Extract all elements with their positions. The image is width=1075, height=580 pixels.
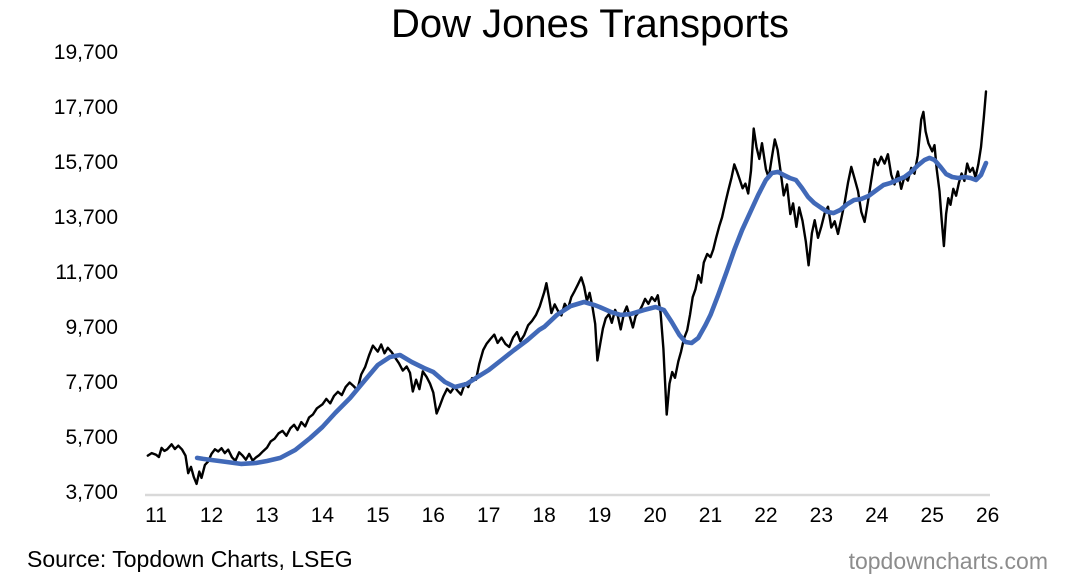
x-tick-label: 16 bbox=[421, 504, 445, 527]
watermark: topdowncharts.com bbox=[848, 548, 1048, 574]
x-tick-label: 17 bbox=[477, 504, 501, 527]
y-tick-label: 7,700 bbox=[65, 371, 118, 394]
x-tick-label: 25 bbox=[920, 504, 944, 527]
x-tick-label: 21 bbox=[698, 504, 723, 527]
x-tick-label: 12 bbox=[199, 504, 224, 527]
y-tick-label: 17,700 bbox=[53, 96, 118, 119]
y-tick-label: 11,700 bbox=[55, 261, 118, 284]
y-tick-label: 9,700 bbox=[65, 316, 118, 339]
chart-title: Dow Jones Transports bbox=[391, 2, 789, 46]
x-tick-label: 14 bbox=[310, 504, 335, 527]
moving-average-line bbox=[194, 155, 989, 467]
x-tick-label: 18 bbox=[532, 504, 556, 527]
x-tick-label: 11 bbox=[145, 504, 167, 527]
y-tick-label: 13,700 bbox=[53, 206, 118, 229]
y-tick-label: 15,700 bbox=[53, 151, 118, 174]
x-tick-label: 24 bbox=[865, 504, 889, 527]
y-tick-label: 5,700 bbox=[65, 426, 118, 449]
y-tick-label: 3,700 bbox=[65, 481, 118, 504]
x-tick-label: 26 bbox=[975, 504, 1000, 527]
x-tick-label: 22 bbox=[754, 504, 778, 527]
x-tick-label: 15 bbox=[366, 504, 390, 527]
x-tick-label: 20 bbox=[643, 504, 667, 527]
x-tick-label: 13 bbox=[255, 504, 279, 527]
y-tick-label: 19,700 bbox=[53, 41, 118, 64]
x-tick-label: 19 bbox=[587, 504, 612, 527]
x-tick-label: 23 bbox=[809, 504, 834, 527]
source-note: Source: Topdown Charts, LSEG bbox=[27, 546, 353, 572]
price-line bbox=[146, 90, 988, 486]
